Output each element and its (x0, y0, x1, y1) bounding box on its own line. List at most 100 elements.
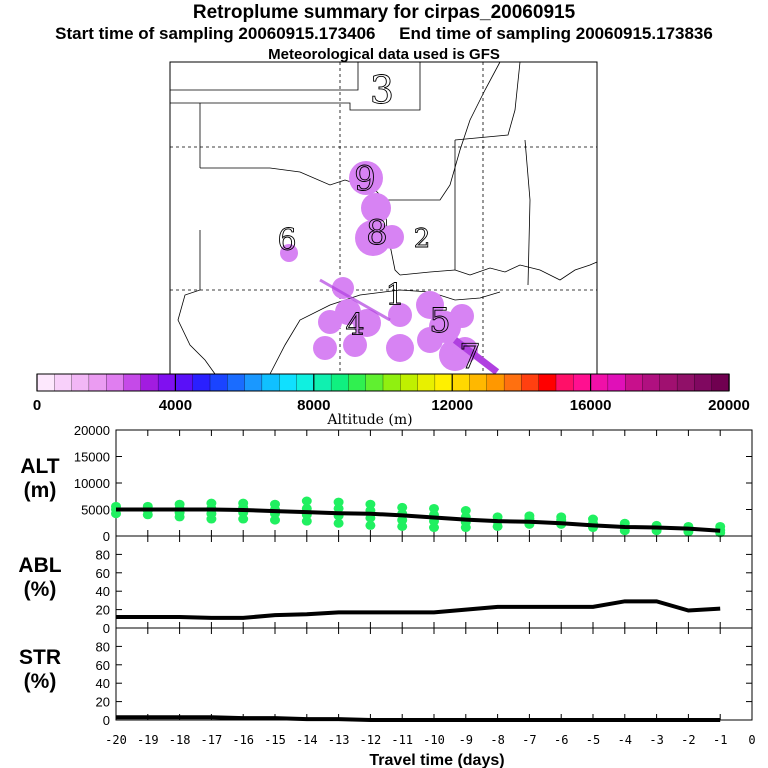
data-point (206, 498, 217, 508)
colorbar-axis-label: Altitude (m) (326, 412, 412, 428)
y-axis-label: (%) (24, 670, 57, 693)
plume-blob (388, 303, 412, 327)
plume-blob (416, 291, 444, 319)
y-tick-label: 20 (96, 603, 110, 618)
data-point (270, 499, 280, 509)
day-label: 3 (370, 68, 394, 112)
y-tick-label: 20000 (74, 423, 110, 438)
y-tick-label: 40 (96, 584, 110, 599)
colorbar-tick-label: 0 (33, 397, 41, 414)
data-point (429, 503, 439, 513)
x-tick-label: -14 (296, 733, 318, 747)
series-line (116, 715, 721, 722)
abl-panel: 0 20 40 60 80 ABL(%) (18, 535, 753, 636)
day-label: 6 (277, 223, 296, 258)
y-axis-label: STR (19, 646, 61, 669)
series-line (116, 507, 721, 533)
colorbar-tick-label: 12000 (431, 397, 473, 414)
end-time-label: End time of sampling 20060915.173836 (399, 24, 713, 43)
x-tick-label: -9 (459, 733, 473, 747)
data-point (397, 521, 408, 531)
y-tick-label: 10000 (74, 476, 110, 491)
altitude-colorbar: 0 4000 8000 12000 16000 20000 Altitude (m) (33, 373, 750, 428)
y-axis-label: ALT (20, 455, 59, 478)
x-tick-label: -4 (618, 733, 632, 747)
plume-blob (313, 336, 337, 360)
colorbar-tick-label: 16000 (570, 397, 612, 414)
data-point (365, 499, 376, 509)
series-line (116, 599, 721, 620)
data-point (333, 497, 344, 507)
y-tick-label: 60 (96, 658, 110, 673)
y-tick-label: 20 (96, 695, 110, 710)
data-point (174, 499, 185, 509)
y-axis-label: (m) (24, 479, 57, 502)
day-label: 2 (414, 224, 431, 254)
y-tick-label: 0 (103, 529, 110, 544)
x-tick-label: -3 (649, 733, 663, 747)
data-point (397, 502, 408, 512)
x-axis-label: Travel time (days) (369, 752, 504, 768)
colorbar-tick-label: 20000 (708, 397, 750, 414)
colorbar-tick-label: 8000 (297, 397, 330, 414)
day-label: 5 (429, 301, 451, 341)
x-tick-label: -12 (360, 733, 382, 747)
data-point (460, 506, 471, 516)
x-tick-label: -13 (328, 733, 350, 747)
plume-blob (417, 327, 443, 353)
met-data-label: Meteorological data used is GFS (268, 46, 500, 63)
alt-panel: 0 5000 10000 15000 20000 ALT(m) (20, 423, 753, 544)
plume-blob (332, 277, 354, 299)
x-tick-label: -6 (554, 733, 568, 747)
y-axis-label: ABL (18, 554, 61, 577)
retroplume-map: 3 9 8 2 6 4 51 7 (169, 61, 598, 377)
plume-streak (452, 337, 500, 375)
plume-blob (355, 220, 391, 256)
data-point (556, 512, 567, 522)
x-tick-label: -2 (681, 733, 695, 747)
y-axis-label: (%) (24, 578, 57, 601)
y-tick-label: 0 (103, 713, 110, 728)
plume-streak (319, 278, 391, 322)
plume-blob (450, 304, 474, 328)
str-panel: 0 20 40 60 80 STR(%) (19, 627, 753, 728)
data-point (333, 518, 344, 528)
start-time-label: Start time of sampling 20060915.173406 (55, 24, 376, 43)
data-point (238, 514, 249, 524)
x-tick-label: -20 (105, 733, 127, 747)
x-tick-label: -7 (522, 733, 536, 747)
x-tick-label: -11 (391, 733, 413, 747)
y-tick-label: 80 (96, 639, 110, 654)
x-tick-label: -19 (137, 733, 159, 747)
data-point (524, 511, 535, 521)
day-label: 4 (345, 308, 364, 343)
plume-blob (349, 161, 383, 195)
colorbar-ticks: 0 4000 8000 12000 16000 20000 (33, 374, 750, 414)
chart-title: Retroplume summary for cirpas_20060915 (192, 2, 576, 23)
data-point (365, 520, 376, 530)
plume-blob (361, 193, 391, 223)
x-tick-label: -15 (264, 733, 286, 747)
data-point (588, 514, 598, 524)
day-label: 8 (366, 213, 388, 253)
data-point (397, 515, 408, 525)
plume-blob (280, 244, 298, 262)
y-tick-label: 80 (96, 547, 110, 562)
data-point (301, 516, 312, 526)
plume-blob (386, 334, 414, 362)
x-tick-label: -10 (423, 733, 445, 747)
plume-blob (318, 310, 342, 334)
data-point (270, 515, 280, 525)
x-tick-label: -8 (490, 733, 504, 747)
data-point (301, 496, 312, 506)
x-tick-label: 0 (748, 733, 755, 747)
panel-frame (115, 627, 753, 721)
day-label: 7 (459, 337, 481, 377)
y-tick-label: 40 (96, 676, 110, 691)
x-tick-label: -1 (713, 733, 727, 747)
state-borders (170, 61, 598, 375)
data-point (429, 523, 439, 533)
day-label: 9 (354, 159, 376, 199)
x-tick-label: -18 (169, 733, 191, 747)
